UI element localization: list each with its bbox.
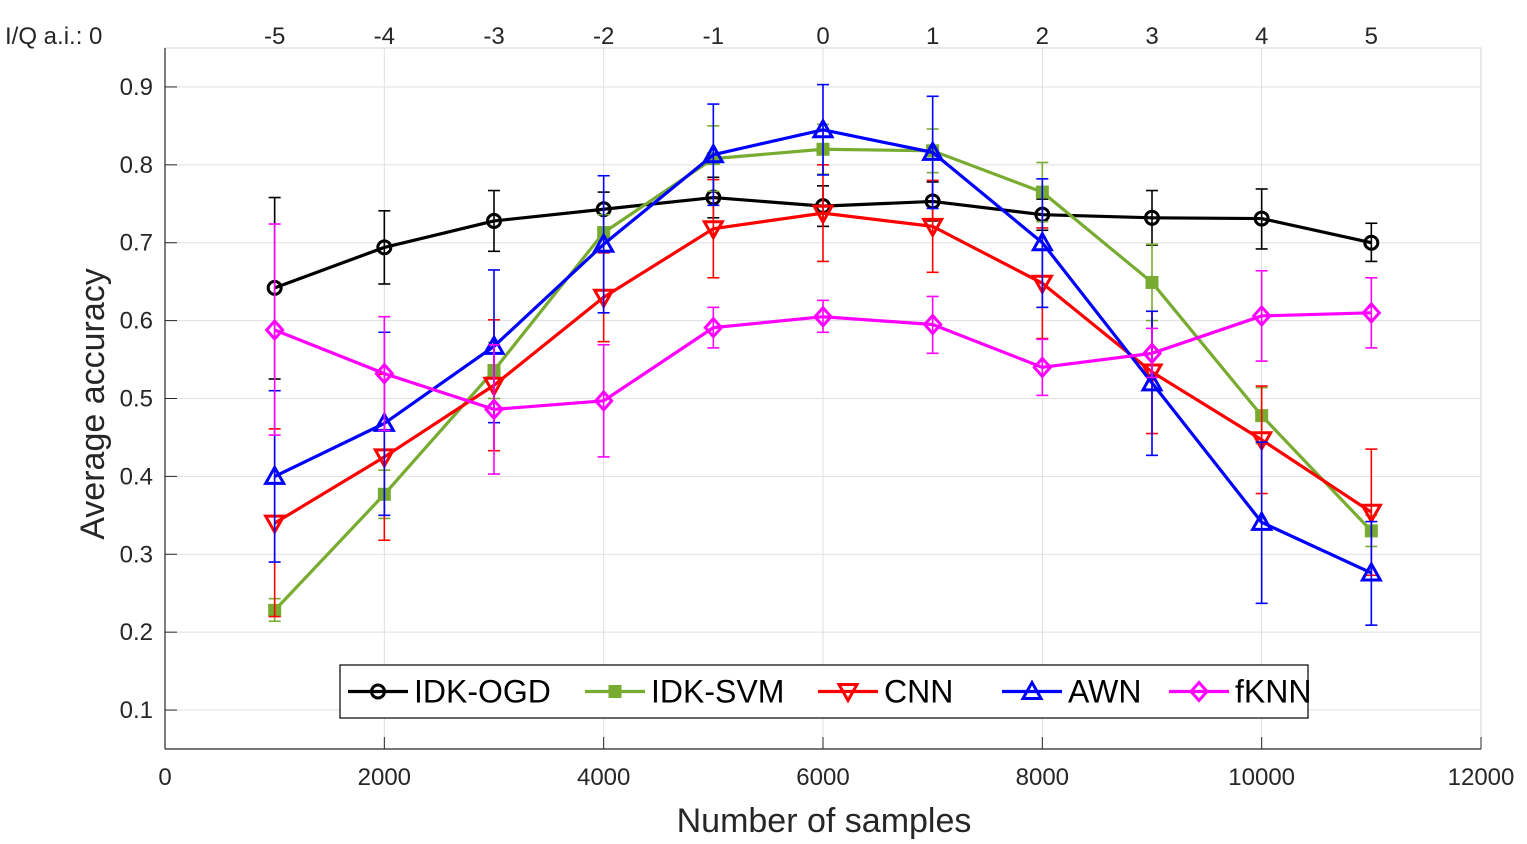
awn-point (1250, 510, 1274, 531)
series-layer (263, 83, 1383, 626)
fknn-error-bar (268, 223, 281, 436)
cnn-line (273, 211, 1373, 525)
fknn-point (374, 362, 395, 385)
y-tick-label: 0.2 (120, 619, 153, 646)
legend-label: IDK-SVM (651, 674, 784, 710)
top-tick-label: -3 (483, 23, 504, 50)
top-tick-label: -4 (374, 23, 395, 50)
awn-line (273, 128, 1373, 575)
awn-point (1030, 230, 1054, 252)
y-tick-label: 0.1 (120, 697, 153, 724)
legend-swatch-marker (1188, 680, 1210, 703)
awn-point (592, 232, 616, 253)
top-tick-label: -5 (264, 23, 285, 50)
y-tick-label: 0.7 (120, 230, 153, 257)
legend-swatch-marker (370, 683, 386, 700)
awn-error-bar (1365, 520, 1378, 626)
awn-point (263, 464, 287, 485)
awn-point (811, 117, 835, 139)
top-axis-label: I/Q a.i.: 0 (5, 23, 102, 50)
series-fknn (264, 223, 1382, 475)
awn-point (1140, 370, 1164, 392)
fknn-point (593, 389, 614, 413)
cnn-point (811, 204, 835, 226)
legend-label: IDK-OGD (414, 674, 551, 710)
fknn-line (274, 311, 1372, 412)
fknn-point (1361, 301, 1382, 325)
fknn-error-bar (1365, 276, 1378, 349)
top-tick-label: 4 (1255, 23, 1268, 50)
x-tick-label: 12000 (1448, 764, 1515, 791)
x-axis-title: Number of samples (677, 802, 972, 840)
cnn-point (1359, 503, 1383, 525)
legend-item-idk-ogd: IDK-OGD (348, 674, 551, 710)
idk-svm-point (1145, 275, 1159, 289)
top-tick-label: 3 (1145, 23, 1158, 50)
fknn-point (1032, 356, 1053, 379)
legend-swatch-marker (1020, 679, 1044, 700)
x-tick-label: 6000 (796, 764, 849, 791)
x-tick-label: 10000 (1228, 764, 1295, 791)
fknn-point (1251, 304, 1272, 328)
top-tick-label: 5 (1365, 23, 1378, 50)
awn-point (701, 142, 725, 164)
y-tick-label: 0.9 (120, 74, 153, 101)
top-tick-label: -2 (593, 23, 614, 50)
top-tick-label: 2 (1036, 23, 1049, 50)
top-tick-label: 1 (926, 23, 939, 50)
idk-ogd-point (1253, 210, 1270, 227)
legend-label: CNN (884, 674, 953, 710)
x-tick-label: 2000 (358, 764, 411, 791)
legend-item-idk-svm: IDK-SVM (585, 674, 784, 710)
fknn-point (812, 305, 834, 328)
idk-ogd-point (1363, 234, 1380, 251)
idk-ogd-point (376, 239, 393, 256)
idk-ogd-point (1144, 209, 1160, 226)
top-tick-label: -1 (703, 23, 724, 50)
fknn-point (703, 316, 724, 339)
legend-item-fknn: fKNN (1169, 674, 1311, 710)
x-tick-label: 4000 (577, 764, 630, 791)
legend-label: AWN (1068, 674, 1141, 710)
cnn-point (921, 217, 945, 239)
fknn-point (264, 318, 285, 342)
x-tick-label: 0 (158, 764, 171, 791)
y-tick-label: 0.8 (120, 152, 153, 179)
legend-item-cnn: CNN (818, 674, 953, 710)
legend-swatch-marker (608, 685, 622, 698)
awn-point (1359, 560, 1383, 582)
legend-swatch-marker (836, 683, 860, 704)
axes: 0 2000 4000 6000 8000 10000 12000 0.1 0.2 0.3 0.4 0… (120, 23, 1515, 791)
fknn-point (483, 398, 505, 421)
legend-label: fKNN (1235, 674, 1311, 710)
y-tick-label: 0.3 (120, 541, 153, 568)
idk-ogd-point (486, 212, 502, 229)
top-tick-label: 0 (816, 23, 829, 50)
cnn-point (701, 220, 725, 241)
y-axis-title: Average accuracy (74, 268, 112, 540)
y-tick-label: 0.4 (120, 463, 153, 490)
fknn-point (1141, 342, 1163, 365)
y-tick-label: 0.6 (120, 308, 153, 335)
awn-point (921, 140, 945, 161)
y-tick-label: 0.5 (120, 386, 153, 413)
fknn-point (922, 313, 943, 336)
legend-box (339, 664, 1309, 719)
legend-item-awn: AWN (1002, 674, 1141, 710)
x-tick-label: 8000 (1016, 764, 1069, 791)
cnn-point (1250, 431, 1274, 452)
legend: IDK-OGD IDK-SVM CNN AWN fKNN (339, 664, 1311, 719)
